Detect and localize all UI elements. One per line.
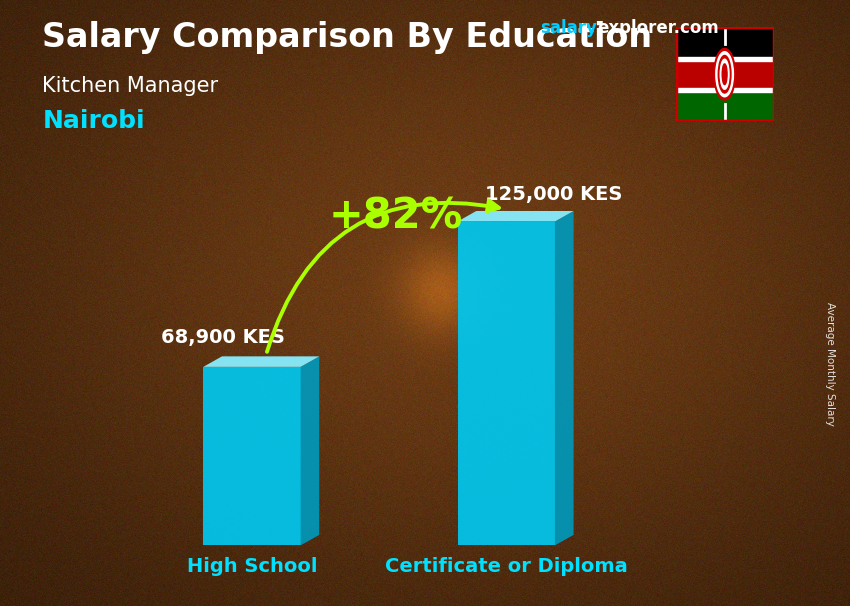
Text: 68,900 KES: 68,900 KES bbox=[161, 328, 285, 347]
Polygon shape bbox=[457, 211, 574, 222]
Text: explorer.com: explorer.com bbox=[598, 19, 719, 38]
Bar bbox=[676, 56, 774, 61]
Ellipse shape bbox=[714, 48, 735, 100]
Polygon shape bbox=[203, 356, 320, 367]
Text: Salary Comparison By Education: Salary Comparison By Education bbox=[42, 21, 653, 54]
Bar bbox=[203, 367, 301, 545]
Ellipse shape bbox=[718, 56, 731, 93]
Bar bbox=[676, 59, 774, 90]
Bar bbox=[457, 222, 555, 545]
Text: Kitchen Manager: Kitchen Manager bbox=[42, 76, 218, 96]
Ellipse shape bbox=[722, 64, 727, 85]
Bar bbox=[676, 88, 774, 92]
Ellipse shape bbox=[716, 52, 734, 97]
Text: Nairobi: Nairobi bbox=[42, 109, 145, 133]
Text: salary: salary bbox=[540, 19, 597, 38]
Text: Average Monthly Salary: Average Monthly Salary bbox=[824, 302, 835, 425]
Text: 125,000 KES: 125,000 KES bbox=[485, 185, 623, 204]
Ellipse shape bbox=[720, 59, 729, 89]
Bar bbox=[676, 27, 774, 59]
Polygon shape bbox=[301, 356, 320, 545]
Bar bbox=[676, 90, 774, 121]
Polygon shape bbox=[555, 211, 574, 545]
Text: +82%: +82% bbox=[329, 195, 463, 237]
